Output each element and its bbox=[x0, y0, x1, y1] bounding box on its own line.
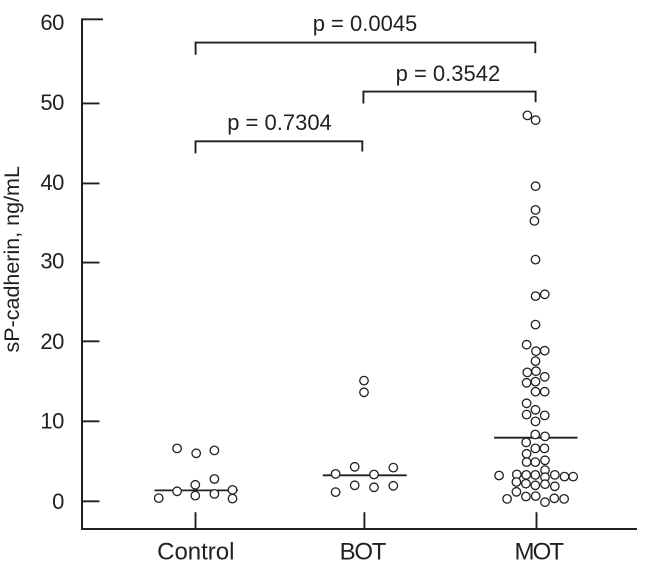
svg-text:p = 0.7304: p = 0.7304 bbox=[227, 110, 332, 135]
svg-text:30: 30 bbox=[40, 248, 64, 273]
svg-text:0: 0 bbox=[52, 489, 64, 514]
svg-text:p = 0.0045: p = 0.0045 bbox=[313, 11, 418, 36]
svg-text:10: 10 bbox=[40, 409, 64, 434]
svg-text:60: 60 bbox=[40, 10, 64, 35]
svg-text:BOT: BOT bbox=[340, 539, 387, 566]
svg-text:20: 20 bbox=[40, 329, 64, 354]
svg-text:sP-cadherin, ng/mL: sP-cadherin, ng/mL bbox=[0, 166, 24, 352]
svg-text:50: 50 bbox=[40, 90, 64, 115]
svg-text:p = 0.3542: p = 0.3542 bbox=[396, 61, 501, 86]
svg-text:MOT: MOT bbox=[514, 539, 564, 566]
svg-text:Control: Control bbox=[157, 539, 234, 566]
svg-text:40: 40 bbox=[40, 170, 64, 195]
